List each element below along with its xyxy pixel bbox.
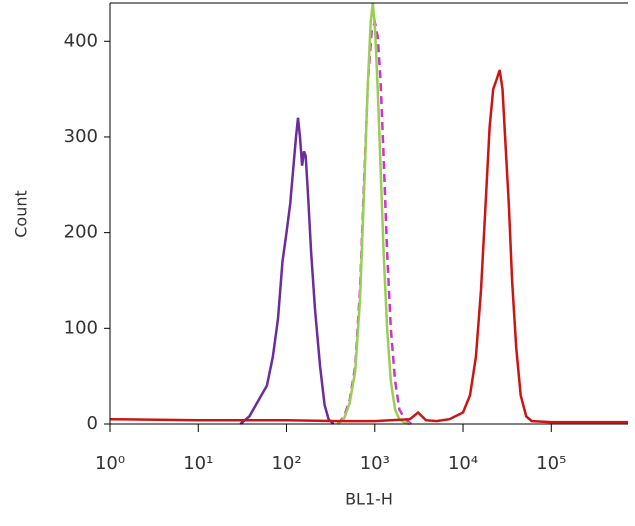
y-tick-label: 400	[64, 30, 98, 51]
x-tick-label: 10²	[271, 453, 301, 474]
x-tick-label: 10¹	[183, 453, 213, 474]
x-axis-title: BL1-H	[345, 490, 393, 509]
series-line	[336, 2, 411, 426]
y-tick-label: 0	[87, 413, 98, 434]
series-line	[336, 17, 413, 425]
y-tick-label: 200	[64, 222, 98, 243]
x-tick-label: 10⁰	[95, 453, 125, 474]
y-tick-label: 300	[64, 126, 98, 147]
y-axis-title: Count	[12, 190, 31, 238]
x-tick-label: 10⁵	[536, 453, 566, 474]
x-tick-label: 10⁴	[448, 453, 478, 474]
series-line	[239, 117, 335, 425]
x-tick-label: 10³	[360, 453, 390, 474]
y-tick-label: 100	[64, 317, 98, 338]
series-line	[109, 69, 628, 424]
